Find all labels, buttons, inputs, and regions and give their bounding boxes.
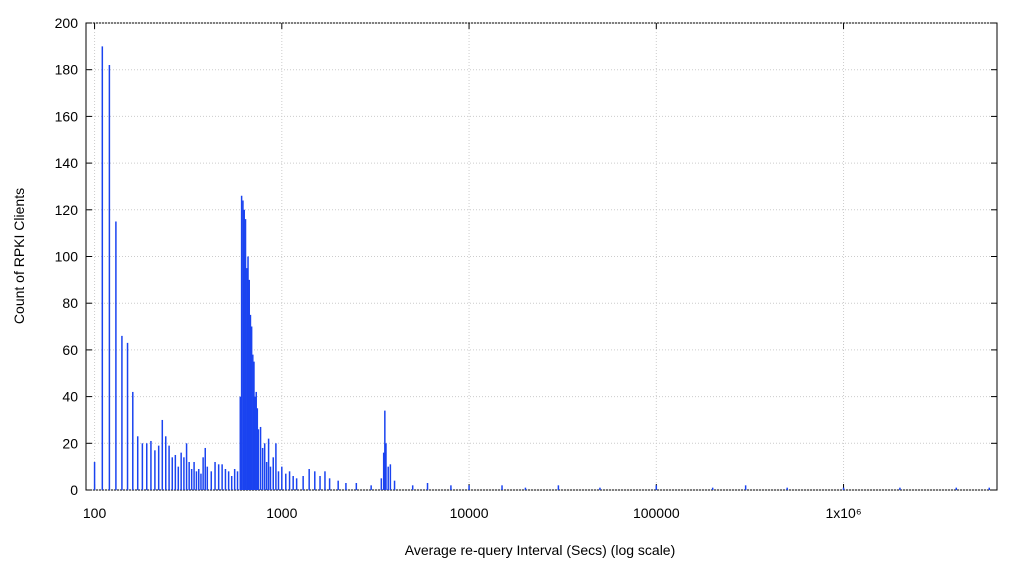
x-axis-label: Average re-query Interval (Secs) (log sc… [405,542,676,558]
y-tick-label: 80 [62,295,78,311]
y-tick-label: 100 [55,249,79,265]
y-tick-label: 20 [62,435,78,451]
x-tick-label: 100 [83,505,107,521]
y-tick-label: 200 [55,15,79,31]
x-tick-label: 10000 [450,505,489,521]
y-tick-label: 180 [55,62,79,78]
x-tick-label: 1000 [266,505,297,521]
x-tick-label: 1x10⁶ [825,505,861,521]
y-tick-label: 40 [62,389,78,405]
y-tick-label: 0 [70,482,78,498]
x-tick-label: 100000 [633,505,680,521]
y-axis-label: Count of RPKI Clients [11,188,27,324]
y-tick-label: 160 [55,108,79,124]
y-tick-label: 60 [62,342,78,358]
y-tick-label: 140 [55,155,79,171]
y-tick-label: 120 [55,202,79,218]
